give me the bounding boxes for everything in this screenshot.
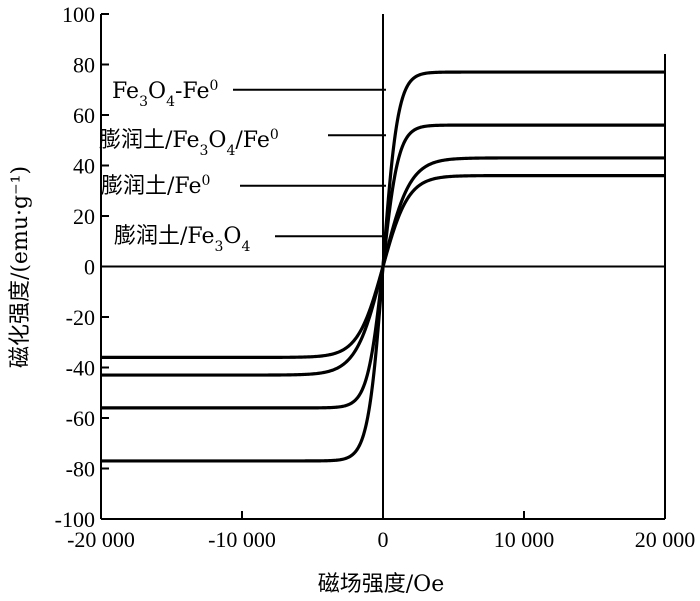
- series-label: 膨润土/Fe3O4/Fe0: [99, 127, 279, 159]
- x-tick-label: -20 000: [67, 527, 135, 552]
- y-tick-label: -20: [66, 305, 95, 330]
- series-label: 膨润土/Fe3O4: [114, 224, 250, 255]
- y-tick-label: 60: [73, 103, 95, 128]
- x-tick-label: 0: [378, 527, 389, 552]
- series-label: 膨润土/Fe0: [101, 173, 210, 199]
- y-tick-label: 20: [73, 204, 95, 229]
- y-tick-label: -60: [66, 406, 95, 431]
- series-line: [101, 174, 665, 359]
- x-tick-label: -10 000: [208, 527, 276, 552]
- x-axis-title: 磁场强度/Oe: [318, 572, 444, 597]
- x-tick-label: 20 000: [635, 527, 696, 552]
- y-tick-label: -40: [66, 356, 95, 381]
- y-tick-label: 40: [73, 154, 95, 179]
- y-tick-label: -100: [55, 507, 95, 532]
- y-tick-label: -80: [66, 457, 95, 482]
- series-lines: [101, 70, 665, 463]
- y-tick-label: 100: [62, 2, 95, 27]
- x-tick-label: 10 000: [494, 527, 555, 552]
- y-tick-label: 80: [73, 53, 95, 78]
- series-label: Fe3O4-Fe0: [112, 78, 218, 110]
- y-axis-title: 磁化强度/(emu·g⁻¹): [8, 166, 33, 368]
- y-tick-label: 0: [84, 255, 95, 280]
- series-labels: Fe3O4-Fe0 膨润土/Fe3O4/Fe0 膨润土/Fe0 膨润土/Fe3O4: [99, 78, 386, 255]
